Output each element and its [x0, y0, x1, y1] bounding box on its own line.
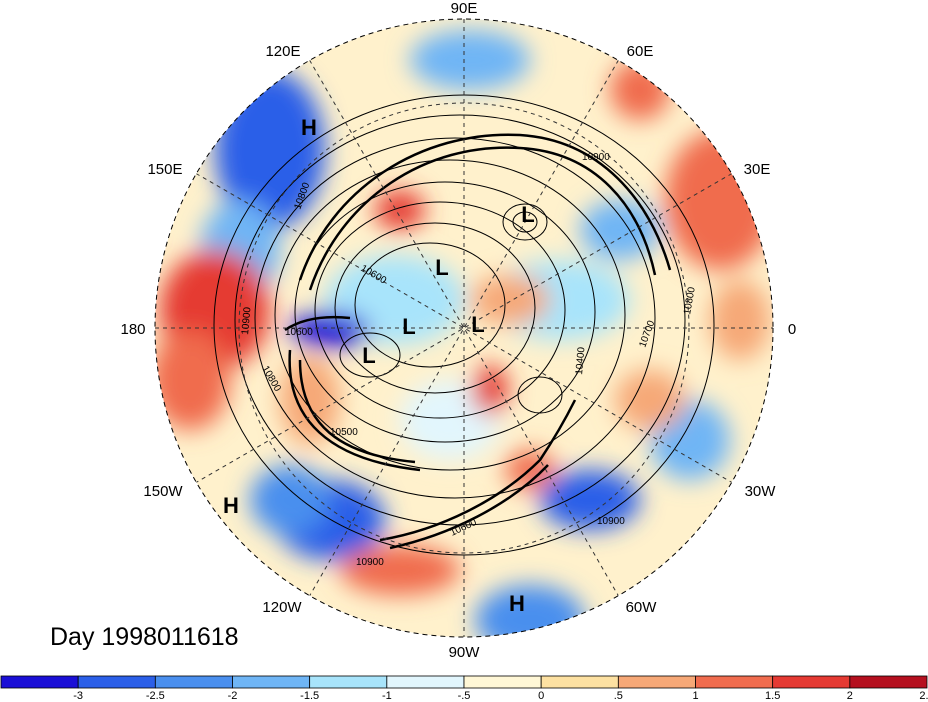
colorbar-tick-label: .5 — [614, 690, 623, 702]
lon-label-30w: 30W — [745, 483, 777, 500]
colorbar-swatch — [463, 675, 542, 689]
lon-label-90w: 90W — [449, 644, 481, 661]
lon-label-90e: 90E — [451, 0, 478, 17]
colorbar-swatch — [540, 675, 619, 689]
colorbar-swatch — [386, 675, 465, 689]
contour-label: 10900 — [582, 152, 610, 163]
colorbar-tick-label: 2.5 — [919, 690, 928, 702]
jet-contours — [284, 133, 672, 550]
lon-label-150w: 150W — [143, 483, 183, 500]
high-marker: H — [223, 493, 239, 518]
colorbar-swatch — [695, 675, 774, 689]
low-marker: L — [471, 312, 484, 337]
contour-label: 10900 — [356, 557, 384, 568]
lon-label-120e: 120E — [265, 43, 300, 60]
low-marker: L — [402, 314, 415, 339]
colorbar-swatch — [77, 675, 156, 689]
lon-label-30e: 30E — [744, 161, 771, 178]
low-marker: L — [435, 255, 448, 280]
colorbar-swatch — [772, 675, 851, 689]
lon-label-150e: 150E — [147, 161, 182, 178]
contour-label: 10900 — [240, 306, 253, 335]
colorbar-swatch — [617, 675, 696, 689]
high-marker: H — [301, 115, 317, 140]
map-boundary — [154, 18, 774, 638]
contour-label: 10500 — [330, 427, 358, 438]
contour-label: 10400 — [574, 346, 587, 375]
lon-label-180: 180 — [120, 321, 145, 338]
colorbar-tick-label: 1.5 — [765, 690, 780, 702]
colorbar-tick-label: 2 — [847, 690, 853, 702]
lon-label-60w: 60W — [626, 599, 658, 616]
colorbar-swatch — [154, 675, 233, 689]
map-disc — [155, 19, 773, 637]
colorbar-tick-label: 1 — [692, 690, 698, 702]
contour-label: 10900 — [597, 516, 625, 527]
colorbar-tick-label: -.5 — [458, 690, 471, 702]
lon-label-0: 0 — [788, 321, 796, 338]
colorbar-swatch — [849, 675, 928, 689]
colorbar-tick-label: -2 — [228, 690, 238, 702]
colorbar-tick-label: 0 — [538, 690, 544, 702]
contour-label: 10600 — [285, 327, 313, 338]
longitude-labels: 90E 60E 120E 30E 150E 180 0 150W 30W 120… — [120, 0, 796, 661]
colorbar-tick-label: -1 — [382, 690, 392, 702]
colorbar-tick-label: -3 — [73, 690, 83, 702]
colorbar-swatch — [0, 675, 79, 689]
colorbar: -3-2.5-2-1.5-1-.50.511.522.53 — [0, 675, 928, 702]
colorbar-tick-label: -1.5 — [300, 690, 319, 702]
contour-label: 10800 — [682, 286, 698, 316]
lon-label-60e: 60E — [627, 43, 654, 60]
colorbar-tick-label: -2.5 — [146, 690, 165, 702]
lon-label-120w: 120W — [262, 599, 302, 616]
colorbar-swatch — [309, 675, 388, 689]
low-marker: L — [362, 343, 375, 368]
high-marker: H — [509, 591, 525, 616]
pressure-centers: H L L L L L H H — [223, 115, 535, 616]
graticule — [155, 19, 773, 637]
date-label: Day 1998011618 — [50, 623, 239, 651]
colorbar-swatch — [232, 675, 311, 689]
low-marker: L — [521, 202, 534, 227]
